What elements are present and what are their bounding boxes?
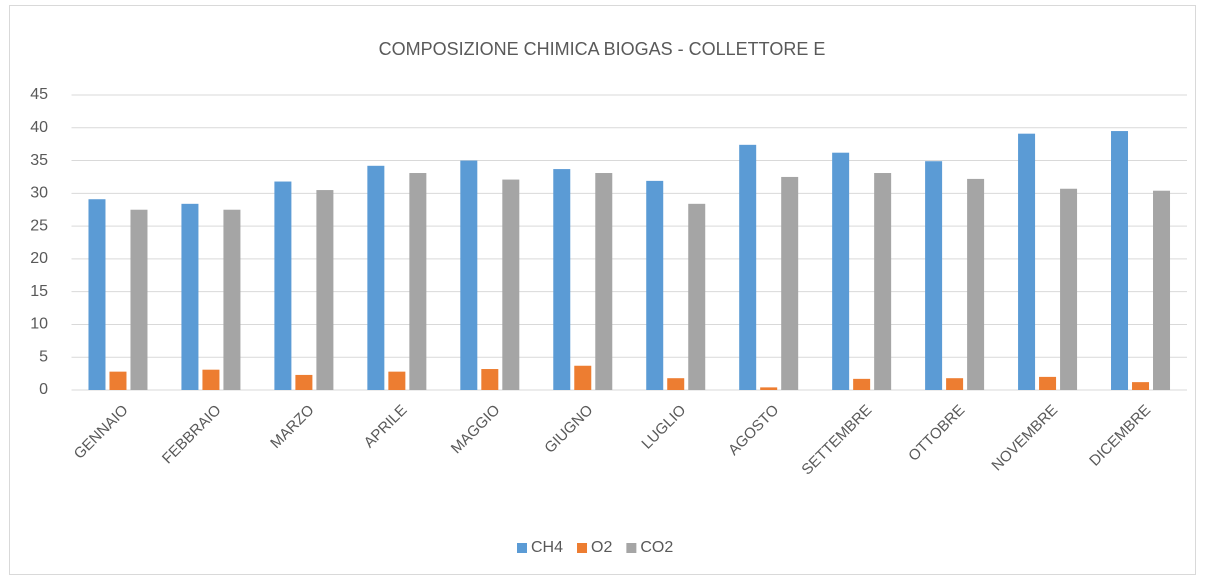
bar — [223, 209, 241, 390]
y-tick-label: 45 — [30, 86, 48, 103]
bar — [1018, 133, 1036, 390]
bar — [481, 369, 499, 390]
bar — [874, 173, 892, 390]
bar — [1039, 376, 1057, 390]
bar — [595, 173, 613, 390]
y-tick-label: 5 — [39, 348, 48, 365]
bar — [109, 371, 127, 390]
legend-swatch — [517, 543, 527, 553]
bar — [1153, 190, 1171, 390]
y-tick-label: 25 — [30, 217, 48, 234]
bar — [1111, 131, 1129, 391]
bar — [367, 165, 385, 390]
y-tick-label: 20 — [30, 250, 48, 267]
bar — [88, 199, 106, 390]
legend-swatch — [626, 543, 637, 553]
y-tick-label: 10 — [30, 316, 48, 333]
bar — [646, 180, 664, 390]
bar — [574, 365, 592, 390]
bar — [409, 173, 427, 390]
bar — [832, 152, 850, 390]
bar — [316, 190, 334, 390]
y-tick-label: 35 — [30, 152, 48, 169]
bar — [181, 203, 199, 390]
bar — [925, 161, 943, 390]
bar — [274, 181, 292, 390]
bar — [967, 178, 985, 390]
bar — [460, 160, 478, 390]
legend-label: CO2 — [640, 539, 673, 556]
bar — [739, 144, 757, 390]
chart-title: COMPOSIZIONE CHIMICA BIOGAS - COLLETTORE… — [379, 39, 826, 59]
bar — [553, 169, 571, 390]
bar — [688, 203, 706, 390]
y-tick-label: 40 — [30, 119, 48, 136]
bar — [202, 369, 220, 390]
legend-swatch — [577, 543, 588, 553]
bar — [853, 378, 871, 390]
bar — [388, 371, 406, 390]
bar — [667, 378, 685, 390]
bar — [760, 387, 778, 390]
bar — [130, 209, 148, 390]
legend-label: O2 — [591, 539, 612, 556]
y-tick-label: 15 — [30, 283, 48, 300]
y-tick-label: 0 — [39, 381, 48, 398]
bar — [1060, 188, 1078, 390]
bar — [295, 374, 313, 390]
bar — [946, 378, 964, 390]
bar — [1132, 382, 1150, 390]
y-tick-label: 30 — [30, 185, 48, 202]
legend-label: CH4 — [531, 539, 563, 556]
bar — [781, 176, 799, 390]
bar — [502, 179, 520, 390]
